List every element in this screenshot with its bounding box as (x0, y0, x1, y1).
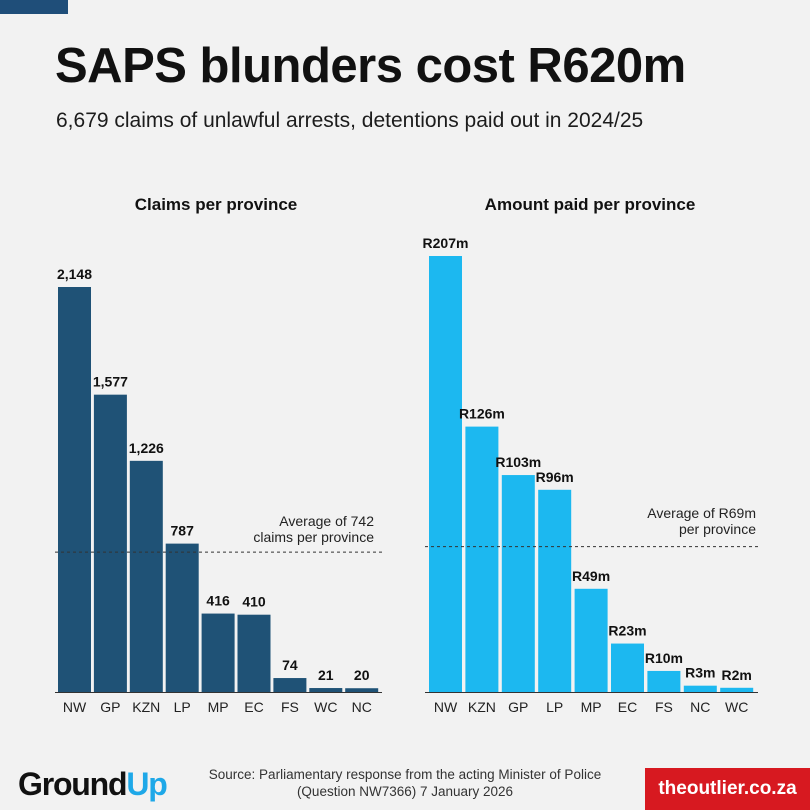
chart1-category-label: EC (244, 699, 263, 715)
publisher-text: theoutlier.co.za (658, 778, 797, 799)
chart2-category-label: WC (725, 699, 748, 715)
chart1-bar-kzn (129, 460, 163, 692)
chart2-title: Amount paid per province (485, 195, 696, 214)
chart2-bar-gp (501, 475, 535, 692)
publisher-badge: theoutlier.co.za (645, 768, 810, 810)
chart1-value-label: 1,226 (129, 440, 164, 456)
chart1-category-label: FS (281, 699, 299, 715)
chart1-category-label: GP (100, 699, 120, 715)
chart1-value-label: 74 (282, 657, 298, 673)
chart1-bar-fs (273, 678, 307, 692)
logo-text-ground: Ground (18, 766, 128, 802)
chart2-bar-kzn (465, 426, 499, 692)
chart1-value-label: 416 (206, 593, 230, 609)
chart2-bar-mp (574, 588, 608, 692)
chart2-category-label: FS (655, 699, 673, 715)
source-line-2: (Question NW7366) 7 January 2026 (296, 784, 514, 799)
chart1-bar-ec (237, 614, 271, 692)
chart2-value-label: R2m (722, 667, 752, 683)
chart2-category-label: NC (690, 699, 710, 715)
chart2-value-label: R103m (495, 454, 541, 470)
chart1-category-label: WC (314, 699, 337, 715)
chart1-bar-gp (93, 394, 127, 692)
chart2-value-label: R49m (572, 568, 610, 584)
chart1-bar-nw (58, 287, 91, 692)
chart2-average-label-line2: per province (679, 521, 756, 537)
chart2-category-label: GP (508, 699, 528, 715)
chart1-value-label: 787 (171, 523, 195, 539)
chart1-category-label: KZN (132, 699, 160, 715)
chart2-bar-fs (647, 670, 681, 692)
chart1-category-label: MP (208, 699, 229, 715)
chart1-value-label: 21 (318, 667, 334, 683)
chart1-average-label-line1: Average of 742 (279, 513, 374, 529)
logo-text-up: Up (126, 766, 167, 802)
chart1-category-label: NW (63, 699, 87, 715)
chart1-title: Claims per province (135, 195, 298, 214)
chart2-bar-nw (429, 256, 462, 692)
chart1-average-label-line2: claims per province (253, 529, 374, 545)
chart2-bar-nc (683, 685, 717, 692)
chart2-bar-wc (720, 687, 754, 692)
chart2-value-label: R23m (608, 623, 646, 639)
source-line-1: Source: Parliamentary response from the … (208, 767, 602, 782)
source-note: Source: Parliamentary response from the … (190, 766, 620, 800)
page-title: SAPS blunders cost R620m (55, 39, 686, 93)
chart2-category-label: LP (546, 699, 563, 715)
chart2-average-label-line1: Average of R69m (647, 505, 756, 521)
chart2-value-label: R126m (459, 406, 505, 422)
chart1-category-label: LP (174, 699, 191, 715)
top-accent-bar (0, 0, 68, 14)
chart2-value-label: R207m (423, 235, 469, 251)
chart2-value-label: R10m (645, 650, 683, 666)
chart1-bar-lp (165, 543, 199, 692)
groundup-logo: GroundUp (18, 766, 168, 806)
chart2-category-label: EC (618, 699, 637, 715)
chart2-bar-ec (611, 643, 644, 692)
chart2-category-label: KZN (468, 699, 496, 715)
chart1-value-label: 20 (354, 667, 370, 683)
charts-canvas: Claims per province 2,148 NW 1,577 GP 1,226 KZ… (55, 195, 760, 715)
chart2-category-label: NW (434, 699, 458, 715)
chart1-bar-nc (345, 688, 379, 692)
chart1-category-label: NC (352, 699, 372, 715)
chart1-value-label: 2,148 (57, 266, 92, 282)
chart1-value-label: 1,577 (93, 374, 128, 390)
chart2-value-label: R3m (685, 665, 715, 681)
chart1-bar-wc (309, 688, 343, 692)
chart1-bar-mp (201, 613, 235, 692)
chart1-value-label: 410 (242, 594, 266, 610)
chart2-value-label: R96m (536, 469, 574, 485)
page-subtitle: 6,679 claims of unlawful arrests, detent… (56, 109, 644, 132)
chart2-bar-lp (538, 489, 572, 692)
chart2-category-label: MP (581, 699, 602, 715)
